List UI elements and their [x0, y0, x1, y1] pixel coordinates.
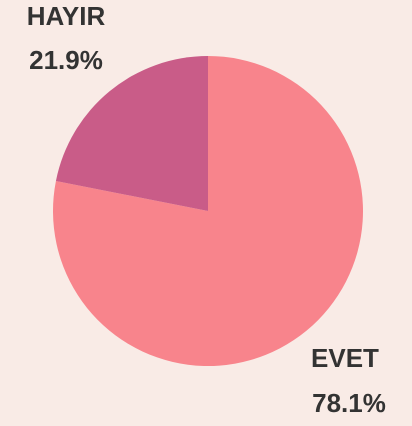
slice-value-label: 78.1%: [312, 388, 386, 418]
pie-slice: [52, 56, 363, 366]
pie-slice: [55, 56, 208, 211]
slice-label: EVET: [311, 343, 379, 373]
slice-value-label: 21.9%: [29, 45, 103, 75]
slice-label: HAYIR: [27, 1, 106, 31]
